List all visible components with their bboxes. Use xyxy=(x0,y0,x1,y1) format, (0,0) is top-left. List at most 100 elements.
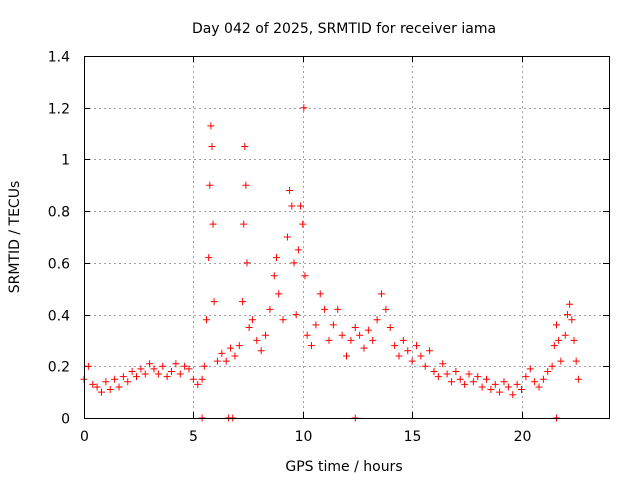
data-point xyxy=(275,290,283,298)
y-tick-label: 0.4 xyxy=(48,309,70,325)
data-point xyxy=(89,380,97,388)
data-point xyxy=(531,378,539,386)
data-point xyxy=(286,186,294,194)
data-point xyxy=(154,370,162,378)
data-point xyxy=(168,367,175,375)
data-point xyxy=(257,347,265,355)
data-point xyxy=(283,233,291,241)
data-point xyxy=(242,181,250,189)
data-point xyxy=(563,311,571,319)
data-point xyxy=(231,352,239,360)
data-point xyxy=(297,202,305,210)
chart-title: Day 042 of 2025, SRMTID for receiver iam… xyxy=(192,21,496,37)
data-point xyxy=(141,370,149,378)
data-point xyxy=(292,311,300,319)
data-point xyxy=(301,272,309,280)
data-point xyxy=(535,383,543,391)
data-point xyxy=(222,357,230,365)
data-point xyxy=(544,367,552,375)
grid-lines xyxy=(84,56,609,418)
data-point xyxy=(421,362,429,370)
data-point xyxy=(159,362,167,370)
data-point xyxy=(413,342,420,350)
data-points xyxy=(80,104,582,422)
data-point xyxy=(555,336,563,344)
data-point xyxy=(518,386,525,394)
data-point xyxy=(478,383,486,391)
data-point xyxy=(426,347,434,355)
data-point xyxy=(176,370,184,378)
data-point xyxy=(334,305,342,313)
data-point xyxy=(124,378,132,386)
data-point xyxy=(570,336,578,344)
data-point xyxy=(404,347,412,355)
data-point xyxy=(434,373,442,381)
y-tick-label: 1 xyxy=(61,153,70,169)
data-point xyxy=(539,375,547,383)
data-point xyxy=(243,259,251,267)
data-point xyxy=(218,349,226,357)
plot-frame xyxy=(84,56,610,419)
data-point xyxy=(522,373,530,381)
data-point xyxy=(500,378,508,386)
data-point xyxy=(273,254,280,262)
data-point xyxy=(203,316,210,324)
data-point xyxy=(469,378,477,386)
data-point xyxy=(526,365,534,373)
data-point xyxy=(378,290,385,298)
data-point xyxy=(364,326,372,334)
data-point xyxy=(189,375,197,383)
data-point xyxy=(205,254,213,262)
y-axis-label: SRMTID / TECUs xyxy=(7,181,23,294)
data-point xyxy=(98,388,105,396)
data-point xyxy=(325,336,333,344)
data-point xyxy=(253,336,261,344)
x-axis-label: GPS time / hours xyxy=(285,459,402,475)
data-point xyxy=(417,352,425,360)
data-point xyxy=(456,375,464,383)
data-point xyxy=(172,360,180,368)
data-point xyxy=(574,375,582,383)
data-point xyxy=(568,316,576,324)
data-point xyxy=(137,365,145,373)
y-tick-label: 1.2 xyxy=(48,102,70,118)
data-point xyxy=(299,220,307,228)
data-point xyxy=(235,342,243,350)
data-point xyxy=(208,143,216,150)
data-point xyxy=(548,362,556,370)
data-point xyxy=(288,202,296,210)
data-point xyxy=(338,331,346,339)
data-point xyxy=(329,321,337,329)
data-point xyxy=(572,357,580,365)
data-point xyxy=(266,305,274,313)
data-point xyxy=(239,298,247,306)
data-point xyxy=(194,380,202,388)
data-point xyxy=(430,367,438,375)
data-point xyxy=(213,357,221,365)
data-point xyxy=(491,380,499,388)
data-point xyxy=(241,143,249,150)
data-point xyxy=(408,357,416,365)
data-point xyxy=(128,367,136,375)
data-point xyxy=(452,367,460,375)
x-tick-label: 5 xyxy=(189,429,198,445)
data-point xyxy=(207,122,215,130)
x-tick-label: 0 xyxy=(80,429,89,445)
data-point xyxy=(373,316,381,324)
data-point xyxy=(300,104,308,112)
data-point xyxy=(133,373,140,381)
data-point xyxy=(509,391,517,399)
data-point xyxy=(106,386,114,394)
data-point xyxy=(115,383,123,391)
data-point xyxy=(303,331,311,339)
x-tick-label: 15 xyxy=(404,429,422,445)
data-point xyxy=(553,321,560,329)
data-point xyxy=(566,300,574,308)
data-point xyxy=(227,344,235,352)
data-point xyxy=(210,298,218,306)
data-point xyxy=(181,362,189,370)
data-point xyxy=(150,365,158,373)
data-point xyxy=(321,305,329,313)
data-point xyxy=(496,388,504,396)
data-point xyxy=(308,342,315,350)
